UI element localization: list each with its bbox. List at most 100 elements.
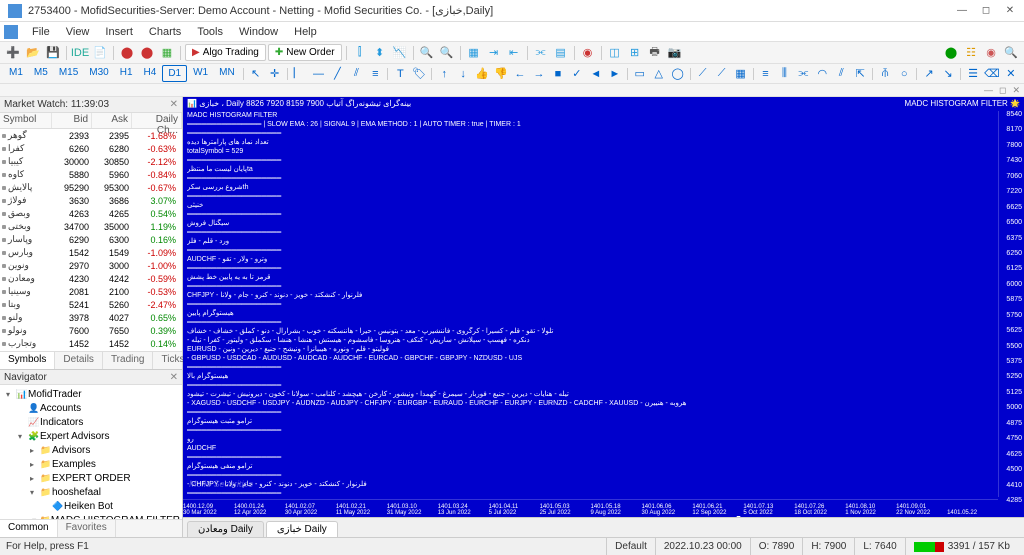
crosshair-icon[interactable]: ✛: [266, 66, 284, 82]
chart-bar-icon[interactable]: ⫿: [351, 44, 369, 62]
fibo-channel-icon[interactable]: ⫽: [832, 66, 850, 82]
mdi-close-icon[interactable]: ✕: [1012, 85, 1020, 96]
market-watch-row[interactable]: گوهر23932395-1.68%: [0, 129, 182, 142]
stop-icon[interactable]: ■: [549, 66, 567, 82]
templates-icon[interactable]: ▤: [552, 44, 570, 62]
vps-icon[interactable]: ⬤: [942, 44, 960, 62]
hline-icon[interactable]: —: [310, 66, 328, 82]
delete-last-icon[interactable]: ⌫: [983, 66, 1001, 82]
minimize-button[interactable]: —: [956, 5, 968, 17]
market-watch-row[interactable]: کیبیا3000030850-2.12%: [0, 155, 182, 168]
nav-item[interactable]: 👤Accounts: [2, 401, 180, 415]
depth-icon[interactable]: ◫: [606, 44, 624, 62]
mdi-restore-icon[interactable]: ◻: [999, 85, 1006, 96]
nav-item[interactable]: ▾🧩Expert Advisors: [2, 429, 180, 443]
mdi-minimize-icon[interactable]: —: [984, 85, 993, 95]
arrow-right-icon[interactable]: →: [530, 66, 548, 82]
timeframe-mn[interactable]: MN: [214, 65, 240, 82]
new-order-button[interactable]: ✚New Order: [268, 44, 342, 61]
nav-item[interactable]: 📈Indicators: [2, 415, 180, 429]
fibo-icon[interactable]: ≡: [366, 66, 384, 82]
ide-button[interactable]: IDE: [71, 44, 89, 62]
label-icon[interactable]: 🏷: [410, 66, 428, 82]
options2-icon[interactable]: ⬤: [138, 44, 156, 62]
nav-item[interactable]: 🔷Heiken Bot: [2, 499, 180, 513]
market-icon[interactable]: ◉: [982, 44, 1000, 62]
chart-canvas[interactable]: 📊 خبازی ، Daily 8826 7920 8159 7900 بینه…: [183, 97, 1024, 517]
thumb-up-icon[interactable]: 👍: [473, 66, 491, 82]
trade-icon[interactable]: ⊞: [626, 44, 644, 62]
menu-view[interactable]: View: [58, 24, 98, 40]
price-left-icon[interactable]: ◄: [587, 66, 605, 82]
arrow-down-icon[interactable]: ↓: [454, 66, 472, 82]
timeframe-h1[interactable]: H1: [115, 65, 138, 82]
chart-line-icon[interactable]: 📉: [391, 44, 409, 62]
delete-all-icon[interactable]: ✕: [1002, 66, 1020, 82]
open-icon[interactable]: 📂: [24, 44, 42, 62]
market-watch-row[interactable]: وبصق426342650.54%: [0, 207, 182, 220]
market-watch-row[interactable]: وبختی34700350001.19%: [0, 220, 182, 233]
rectangle-icon[interactable]: ▭: [631, 66, 649, 82]
close-button[interactable]: ✕: [1004, 5, 1016, 17]
market-watch-row[interactable]: وسینیا20812100-0.53%: [0, 285, 182, 298]
object-list-icon[interactable]: ☰: [964, 66, 982, 82]
market-watch-row[interactable]: وتجارب145214520.14%: [0, 337, 182, 350]
chart-tab[interactable]: ومعادن Daily: [187, 521, 264, 537]
maximize-button[interactable]: ◻: [980, 5, 992, 17]
status-profile[interactable]: Default: [606, 538, 655, 555]
menu-insert[interactable]: Insert: [97, 24, 141, 40]
equidistant-icon[interactable]: ⫽: [347, 66, 365, 82]
text-icon[interactable]: T: [391, 66, 409, 82]
options-icon[interactable]: ⬤: [118, 44, 136, 62]
save-icon[interactable]: 💾: [44, 44, 62, 62]
menu-file[interactable]: File: [24, 24, 58, 40]
metaeditor-icon[interactable]: 📄: [91, 44, 109, 62]
buy-icon[interactable]: ↗: [920, 66, 938, 82]
nav-tab-favorites[interactable]: Favorites: [58, 520, 116, 537]
timeframe-d1[interactable]: D1: [162, 65, 187, 82]
triangle-icon[interactable]: △: [650, 66, 668, 82]
cursor-icon[interactable]: ↖: [247, 66, 265, 82]
nav-item[interactable]: ▾📁hooshefaal: [2, 485, 180, 499]
gann-grid-icon[interactable]: ▦: [732, 66, 750, 82]
zoom-out-icon[interactable]: 🔍: [438, 44, 456, 62]
nav-item[interactable]: ▸📁EXPERT ORDER: [2, 471, 180, 485]
fibo-fan-icon[interactable]: ⫘: [794, 66, 812, 82]
chart-candle-icon[interactable]: ⬍: [371, 44, 389, 62]
menu-help[interactable]: Help: [286, 24, 325, 40]
nav-item[interactable]: ▸📁Advisors: [2, 443, 180, 457]
status-connection[interactable]: 3391 / 157 Kb: [905, 538, 1018, 555]
market-watch-row[interactable]: ومعادن42304242-0.59%: [0, 272, 182, 285]
market-watch-row[interactable]: کاوه58805960-0.84%: [0, 168, 182, 181]
fibo-expansion-icon[interactable]: ⇱: [851, 66, 869, 82]
market-watch-row[interactable]: پالایش9529095300-0.67%: [0, 181, 182, 194]
indicators-icon[interactable]: ⫘: [532, 44, 550, 62]
navigator-close-icon[interactable]: ✕: [170, 372, 178, 383]
signals-icon[interactable]: ☷: [962, 44, 980, 62]
print-icon[interactable]: 🖶: [646, 44, 664, 62]
nav-item[interactable]: ▾📊MofidTrader: [2, 387, 180, 401]
market-watch-row[interactable]: وپاسار629063000.16%: [0, 233, 182, 246]
gann-line-icon[interactable]: ⟋: [694, 66, 712, 82]
menu-tools[interactable]: Tools: [189, 24, 231, 40]
strategy-tester-icon[interactable]: ◉: [579, 44, 597, 62]
market-watch-row[interactable]: فولاژ363036863.07%: [0, 194, 182, 207]
timeframe-h4[interactable]: H4: [139, 65, 162, 82]
algo-trading-button[interactable]: ▶Algo Trading: [185, 44, 266, 61]
thumb-down-icon[interactable]: 👎: [492, 66, 510, 82]
mw-tab-details[interactable]: Details: [55, 352, 103, 369]
timeframe-m30[interactable]: M30: [84, 65, 113, 82]
new-chart-icon[interactable]: ➕: [4, 44, 22, 62]
vline-icon[interactable]: ⎸: [291, 66, 309, 82]
sell-icon[interactable]: ↘: [939, 66, 957, 82]
shift-icon[interactable]: ⇤: [505, 44, 523, 62]
andrews-icon[interactable]: ⫚: [876, 66, 894, 82]
timeframe-m1[interactable]: M1: [4, 65, 28, 82]
autoscroll-icon[interactable]: ⇥: [485, 44, 503, 62]
chart-tab[interactable]: خبازی Daily: [266, 521, 338, 537]
timeframe-m15[interactable]: M15: [54, 65, 83, 82]
gann-fan-icon[interactable]: ⟋: [713, 66, 731, 82]
ellipse-icon[interactable]: ◯: [669, 66, 687, 82]
trendline-icon[interactable]: ╱: [328, 66, 346, 82]
mw-tab-symbols[interactable]: Symbols: [0, 352, 55, 369]
